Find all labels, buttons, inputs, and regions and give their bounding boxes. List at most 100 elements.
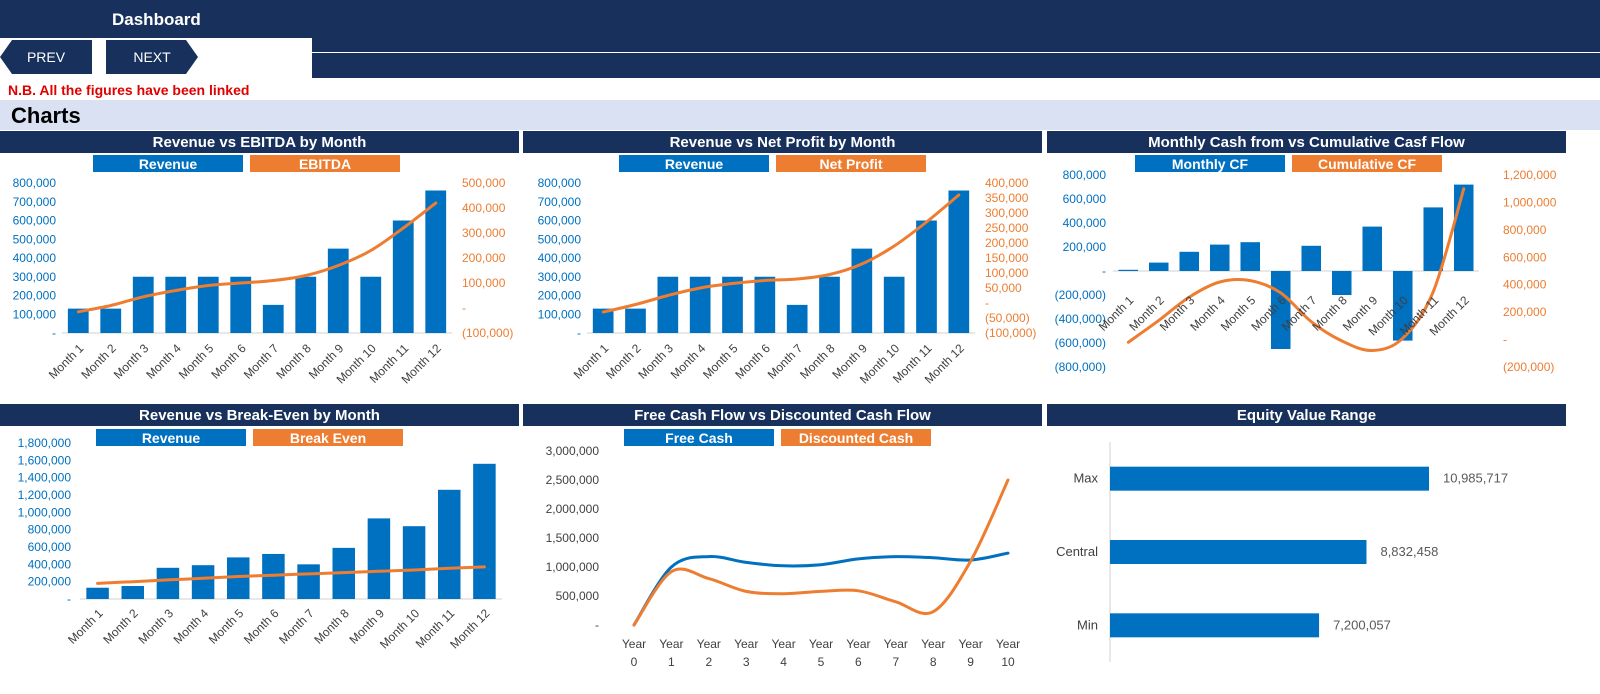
bar (425, 190, 447, 333)
legend-label: Revenue (139, 156, 198, 172)
left-axis-tick-label: 400,000 (13, 251, 57, 265)
right-axis-tick-label: 250,000 (985, 221, 1029, 235)
left-axis-tick-label: 800,000 (28, 523, 72, 537)
legend-swatch (619, 155, 769, 172)
left-axis-tick-label: 600,000 (1063, 192, 1107, 206)
bar (86, 587, 109, 599)
legend-label: Discounted Cash (799, 430, 913, 446)
right-axis-tick-label: 400,000 (1503, 278, 1547, 292)
right-axis-tick-label: 100,000 (462, 276, 506, 290)
hbar (1110, 540, 1367, 564)
bar (883, 276, 905, 333)
category-label: Month 1 (65, 606, 106, 647)
right-axis-tick-label: (200,000) (1503, 360, 1554, 374)
bar (1331, 271, 1352, 295)
left-axis-tick-label: 2,500,000 (546, 473, 600, 487)
left-axis-tick-label: 2,000,000 (546, 502, 600, 516)
category-label: Max (1073, 471, 1098, 486)
legend-label: Break Even (290, 430, 366, 446)
chart-title-bar (1047, 404, 1566, 426)
nav-bar-fill (312, 38, 1600, 78)
category-label-line1: Year (734, 637, 758, 651)
category-label-line2: 8 (930, 655, 937, 669)
value-label: 10,985,717 (1443, 471, 1508, 486)
legend-label: Cumulative CF (1318, 156, 1416, 172)
right-axis-tick-label: 300,000 (985, 206, 1029, 220)
bar (191, 565, 215, 599)
bar (1301, 245, 1322, 271)
left-axis-tick-label: - (595, 618, 599, 632)
left-axis-tick-label: 400,000 (28, 557, 72, 571)
left-axis-tick-label: 1,000,000 (18, 505, 72, 519)
legend-label: EBITDA (299, 156, 351, 172)
nav-row: PREV NEXT (0, 38, 1600, 78)
category-label: Month 7 (276, 606, 317, 647)
right-axis-tick-label: 500,000 (462, 176, 506, 190)
bar (262, 304, 284, 333)
next-button[interactable]: NEXT (106, 40, 198, 74)
left-axis-tick-label: 700,000 (13, 195, 57, 209)
title-bar: Dashboard (0, 0, 1600, 38)
category-label: Month 7 (241, 341, 282, 382)
category-label: Month 3 (135, 606, 176, 647)
right-axis-tick-label: 800,000 (1503, 223, 1547, 237)
right-axis-tick-label: (100,000) (985, 326, 1036, 340)
category-label: Month 2 (100, 606, 141, 647)
bar (948, 190, 970, 333)
bar (121, 586, 145, 599)
bar (402, 526, 426, 599)
category-label-line2: 0 (631, 655, 638, 669)
right-axis-tick-label: - (985, 296, 989, 310)
top-banner: Dashboard PREV NEXT (0, 0, 1600, 78)
bar (1392, 271, 1413, 341)
category-label: Month 8 (311, 606, 352, 647)
category-label-line2: 1 (668, 655, 675, 669)
left-axis-tick-label: 500,000 (13, 232, 57, 246)
prev-button[interactable]: PREV (0, 40, 92, 74)
bar (819, 276, 840, 333)
bar (592, 308, 614, 333)
category-label-line1: Year (697, 637, 721, 651)
left-axis-tick-label: 1,500,000 (546, 531, 600, 545)
line-series (632, 551, 1010, 627)
category-label-line2: 7 (892, 655, 899, 669)
left-axis-tick-label: 700,000 (538, 195, 582, 209)
line-series (601, 193, 961, 314)
chart-title: Revenue vs Break-Even by Month (139, 407, 380, 424)
bar (226, 557, 250, 599)
category-label-line1: Year (659, 637, 683, 651)
left-axis-tick-label: 500,000 (538, 232, 582, 246)
category-label: Month 6 (241, 606, 282, 647)
bar (100, 308, 122, 333)
category-label-line1: Year (771, 637, 795, 651)
left-axis-tick-label: 1,400,000 (18, 471, 72, 485)
line-series (632, 478, 1010, 627)
category-label-line1: Year (846, 637, 870, 651)
category-label-line2: 10 (1001, 655, 1015, 669)
bar (132, 276, 154, 333)
bar (473, 463, 496, 599)
legend-swatch (1292, 155, 1442, 172)
chart-title: Free Cash Flow vs Discounted Cash Flow (634, 407, 931, 424)
legend-label: Revenue (142, 430, 201, 446)
category-label: Month 2 (78, 341, 119, 382)
bar (1362, 226, 1383, 271)
right-axis-tick-label: 150,000 (985, 251, 1029, 265)
bar (754, 276, 776, 333)
category-label: Month 2 (603, 341, 644, 382)
section-title: Charts (11, 103, 81, 128)
bar (327, 248, 349, 333)
right-axis-tick-label: 200,000 (985, 236, 1029, 250)
bar (295, 276, 317, 333)
right-axis-tick-label: 600,000 (1503, 250, 1547, 264)
category-label: Month 6 (208, 341, 249, 382)
value-label: 7,200,057 (1333, 617, 1391, 632)
legend-label: Revenue (665, 156, 724, 172)
line-series (1126, 187, 1466, 353)
category-label: Month 7 (765, 341, 806, 382)
bar (367, 518, 391, 599)
bar (1118, 269, 1139, 271)
left-axis-tick-label: 200,000 (13, 289, 57, 303)
category-label: Min (1077, 617, 1098, 632)
category-label-line1: Year (996, 637, 1020, 651)
